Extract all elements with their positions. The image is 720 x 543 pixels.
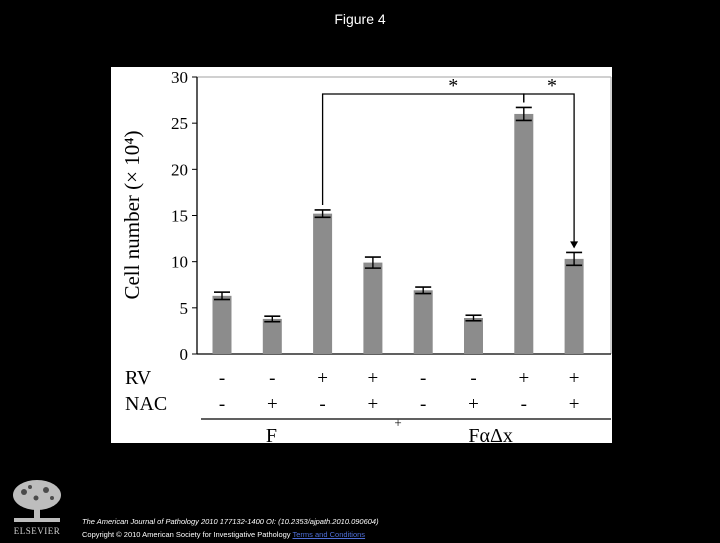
bar	[313, 213, 333, 354]
y-tick-label: 15	[171, 207, 188, 226]
treatment-sign: -	[420, 368, 426, 389]
treatment-sign: -	[420, 394, 426, 415]
bar	[464, 317, 483, 354]
treatment-sign: +	[518, 368, 529, 389]
treatment-sign: -	[521, 394, 527, 415]
elsevier-logo: ELSEVIER	[6, 478, 68, 538]
y-tick-label: 10	[171, 253, 188, 272]
copyright-text: Copyright © 2010 American Society for In…	[82, 530, 293, 539]
treatment-sign: +	[368, 394, 379, 415]
significance-star: *	[547, 75, 557, 97]
treatment-sign: +	[468, 394, 479, 415]
group-label: F	[266, 425, 277, 443]
copyright-line: Copyright © 2010 American Society for In…	[82, 528, 379, 541]
y-tick-label: 5	[180, 299, 189, 318]
treatment-sign: -	[219, 368, 225, 389]
treatment-sign: -	[319, 394, 325, 415]
bar	[514, 113, 534, 354]
treatment-sign: +	[267, 394, 278, 415]
treatment-sign: +	[569, 368, 580, 389]
treatment-sign: -	[269, 368, 275, 389]
treatment-sign: +	[317, 368, 328, 389]
y-tick-label: 25	[171, 114, 188, 133]
figure-panel: 0 5 10 15 20 25 30 Cell number (× 10⁴) * * RV - - + + -…	[111, 67, 612, 443]
bar	[564, 258, 584, 354]
bar	[363, 262, 383, 354]
bar	[413, 290, 433, 354]
terms-link[interactable]: Terms and Conditions	[292, 530, 366, 539]
significance-bracket	[523, 93, 575, 248]
significance-star: *	[448, 75, 458, 97]
y-tick-label: 20	[171, 160, 188, 179]
group-divider-mark: +	[394, 415, 401, 430]
group-label: FαΔx	[468, 425, 512, 443]
bar	[262, 318, 282, 354]
treatment-sign: +	[368, 368, 379, 389]
row-label-nac: NAC	[125, 393, 167, 415]
page-title: Figure 4	[334, 11, 386, 27]
y-axis-label: Cell number (× 10⁴)	[120, 130, 144, 299]
row-label-rv: RV	[125, 367, 152, 389]
bar-chart: 0 5 10 15 20 25 30 Cell number (× 10⁴) * * RV - - + + -…	[120, 68, 612, 443]
treatment-sign: +	[569, 394, 580, 415]
journal-citation: The American Journal of Pathology 2010 1…	[82, 517, 379, 526]
y-tick-label: 30	[171, 68, 188, 87]
y-tick-label: 0	[180, 345, 189, 364]
bar	[212, 295, 232, 354]
significance-bracket	[321, 93, 525, 205]
footer: The American Journal of Pathology 2010 1…	[82, 515, 379, 541]
bracket-arrowhead	[570, 241, 579, 249]
logo-text: ELSEVIER	[14, 526, 61, 536]
treatment-sign: -	[470, 368, 476, 389]
treatment-sign: -	[219, 394, 225, 415]
